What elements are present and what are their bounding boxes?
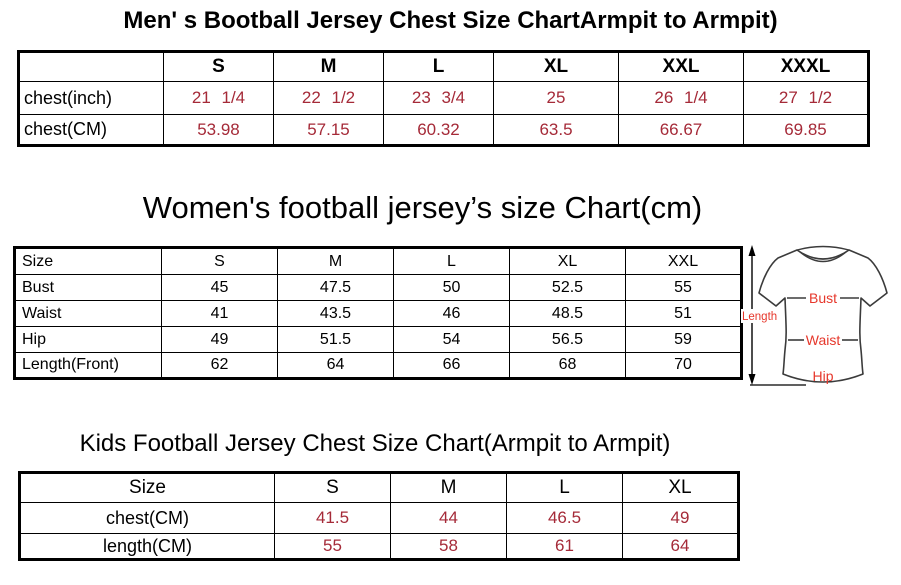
row-label: length(CM) (19, 533, 275, 560)
womens-hip-row: Hip 49 51.5 54 56.5 59 (14, 326, 742, 353)
value-cell: 69.85 (743, 114, 869, 146)
diagram-waist-label: Waist (806, 332, 841, 348)
mens-size-header: XXXL (743, 51, 869, 82)
value-cell: 48.5 (509, 300, 626, 327)
value-cell: 63.5 (493, 114, 619, 146)
value-cell: 55 (274, 533, 391, 560)
value-cell: 21 1/4 (163, 81, 274, 115)
length-label-backdrop (741, 309, 783, 323)
value-cell: 52.5 (509, 274, 626, 301)
value-cell: 49 (161, 326, 278, 353)
size-diagram: Length Bust Waist Hip (741, 245, 888, 386)
value-cell: 58 (390, 533, 507, 560)
diagram-bust-label: Bust (809, 290, 837, 306)
value-cell: 66 (393, 352, 510, 379)
value-cell: 57.15 (273, 114, 384, 146)
row-label: Length(Front) (14, 352, 162, 379)
length-arrowhead-bottom (748, 374, 756, 385)
value-cell: 27 1/2 (743, 81, 869, 115)
value-cell: 50 (393, 274, 510, 301)
measurement-diagram: Length Bust Waist Hip (740, 240, 900, 400)
womens-size-header: S (161, 247, 278, 275)
mens-header-row: S M L XL XXL XXXL (18, 51, 869, 82)
value-cell: 25 (493, 81, 619, 115)
mens-size-header: XXL (618, 51, 744, 82)
value-cell: 41.5 (274, 502, 391, 534)
row-label: chest(inch) (18, 81, 164, 115)
value-cell: 22 1/2 (273, 81, 384, 115)
kids-size-table: Size S M L XL chest(CM) 41.5 44 46.5 49 … (18, 471, 740, 561)
collar-top-line (796, 245, 850, 251)
kids-size-header: S (274, 472, 391, 503)
value-cell: 43.5 (277, 300, 394, 327)
collar-inner-line (799, 251, 847, 263)
mens-chest-inch-row: chest(inch) 21 1/4 22 1/2 23 3/4 25 26 1… (18, 81, 869, 115)
womens-header-row: Size S M L XL XXL (14, 247, 742, 275)
value-cell: 41 (161, 300, 278, 327)
value-cell: 61 (506, 533, 623, 560)
value-cell: 49 (622, 502, 739, 534)
womens-waist-row: Waist 41 43.5 46 48.5 51 (14, 300, 742, 327)
kids-size-header: L (506, 472, 623, 503)
value-cell: 62 (161, 352, 278, 379)
value-cell: 46.5 (506, 502, 623, 534)
length-arrowhead-top (748, 245, 756, 256)
womens-bust-row: Bust 45 47.5 50 52.5 55 (14, 274, 742, 301)
value-cell: 54 (393, 326, 510, 353)
kids-chart-title: Kids Football Jersey Chest Size Chart(Ar… (79, 430, 671, 457)
mens-chart-title: Men' s Bootball Jersey Chest Size ChartA… (123, 7, 778, 34)
value-cell: 64 (277, 352, 394, 379)
womens-length-row: Length(Front) 62 64 66 68 70 (14, 352, 742, 379)
womens-size-header: M (277, 247, 394, 275)
row-label: chest(CM) (19, 502, 275, 534)
womens-size-header: L (393, 247, 510, 275)
value-cell: 47.5 (277, 274, 394, 301)
value-cell: 46 (393, 300, 510, 327)
mens-size-header: L (383, 51, 494, 82)
mens-size-header: S (163, 51, 274, 82)
womens-size-table: Size S M L XL XXL Bust 45 47.5 50 52.5 5… (13, 246, 743, 380)
value-cell: 51.5 (277, 326, 394, 353)
kids-header-row: Size S M L XL (19, 472, 739, 503)
diagram-hip-label: Hip (812, 368, 833, 384)
value-cell: 70 (625, 352, 742, 379)
value-cell: 53.98 (163, 114, 274, 146)
kids-size-header: M (390, 472, 507, 503)
mens-size-table: S M L XL XXL XXXL chest(inch) 21 1/4 22 … (17, 50, 870, 147)
row-label: Bust (14, 274, 162, 301)
kids-size-header: XL (622, 472, 739, 503)
value-cell: 45 (161, 274, 278, 301)
value-cell: 59 (625, 326, 742, 353)
womens-size-header: XL (509, 247, 626, 275)
value-cell: 26 1/4 (618, 81, 744, 115)
kids-size-label: Size (19, 472, 275, 503)
row-label: Waist (14, 300, 162, 327)
value-cell: 64 (622, 533, 739, 560)
value-cell: 56.5 (509, 326, 626, 353)
womens-size-header: XXL (625, 247, 742, 275)
row-label: Hip (14, 326, 162, 353)
value-cell: 44 (390, 502, 507, 534)
kids-chest-row: chest(CM) 41.5 44 46.5 49 (19, 502, 739, 534)
row-label: chest(CM) (18, 114, 164, 146)
diagram-length-label: Length (742, 311, 777, 323)
value-cell: 51 (625, 300, 742, 327)
value-cell: 66.67 (618, 114, 744, 146)
tshirt-outline-icon (758, 249, 888, 383)
value-cell: 55 (625, 274, 742, 301)
value-cell: 23 3/4 (383, 81, 494, 115)
mens-chest-cm-row: chest(CM) 53.98 57.15 60.32 63.5 66.67 6… (18, 114, 869, 146)
value-cell: 68 (509, 352, 626, 379)
value-cell: 60.32 (383, 114, 494, 146)
womens-chart-title: Women's football jersey’s size Chart(cm) (142, 190, 703, 225)
mens-size-header: XL (493, 51, 619, 82)
womens-size-label: Size (14, 247, 162, 275)
mens-corner-cell (18, 51, 164, 82)
mens-size-header: M (273, 51, 384, 82)
kids-length-row: length(CM) 55 58 61 64 (19, 533, 739, 560)
